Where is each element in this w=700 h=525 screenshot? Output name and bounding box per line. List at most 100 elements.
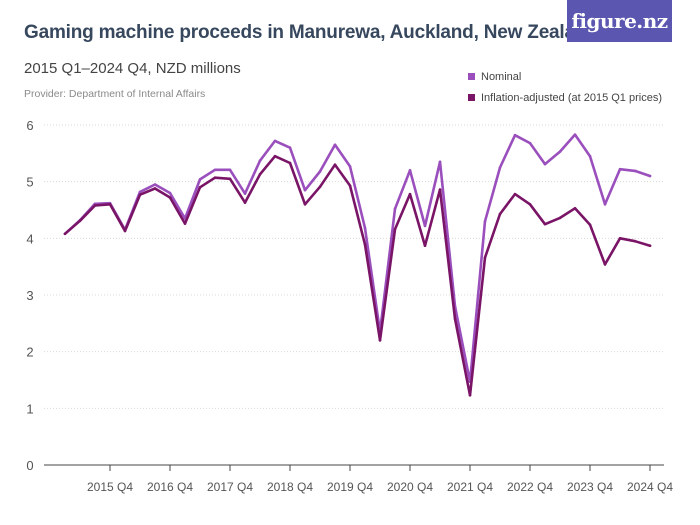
x-tick-label: 2019 Q4	[327, 480, 373, 494]
data-point	[153, 183, 157, 186]
figure-nz-logo[interactable]: figure.nz	[567, 0, 672, 42]
x-tick-label: 2017 Q4	[207, 480, 253, 494]
data-point	[423, 244, 427, 247]
data-point	[408, 169, 412, 172]
data-point	[318, 170, 322, 173]
data-point	[603, 263, 607, 266]
data-point	[78, 219, 82, 223]
data-provider: Provider: Department of Internal Affairs	[24, 88, 206, 100]
data-point	[393, 227, 397, 231]
data-point	[288, 146, 292, 149]
data-point	[363, 226, 367, 230]
data-point	[573, 207, 577, 210]
data-point	[198, 186, 202, 189]
x-tick-label: 2021 Q4	[447, 480, 493, 494]
data-point	[333, 163, 337, 166]
y-tick-label: 5	[26, 175, 33, 190]
data-point	[303, 203, 307, 206]
x-tick-label: 2023 Q4	[567, 480, 613, 494]
data-point	[348, 184, 352, 187]
legend-swatch-nominal	[468, 73, 475, 80]
chart-subtitle: 2015 Q1–2024 Q4, NZD millions	[24, 60, 241, 77]
data-point	[168, 191, 172, 195]
data-point	[588, 223, 592, 227]
legend-label-nominal: Nominal	[481, 70, 522, 83]
data-point	[93, 204, 97, 207]
data-point	[438, 188, 442, 191]
data-point	[303, 188, 307, 192]
data-point	[138, 193, 142, 196]
data-point	[273, 154, 277, 158]
data-point	[213, 176, 217, 179]
data-point	[618, 237, 622, 240]
data-point	[183, 222, 187, 225]
data-point	[63, 232, 67, 236]
data-point	[243, 192, 247, 195]
data-point	[348, 165, 352, 168]
series-line-0	[63, 133, 652, 384]
data-point	[438, 160, 442, 164]
data-point	[258, 159, 262, 162]
data-point	[108, 203, 112, 206]
data-point	[528, 141, 532, 145]
data-point	[648, 174, 652, 178]
data-point	[618, 167, 622, 171]
y-tick-label: 1	[26, 401, 33, 416]
data-point	[273, 139, 277, 143]
data-point	[573, 133, 577, 136]
data-point	[513, 133, 517, 137]
y-tick-label: 3	[26, 288, 33, 303]
data-point	[588, 154, 592, 158]
legend-item-nominal: Nominal	[468, 66, 662, 87]
data-point	[498, 166, 502, 169]
x-tick-label: 2016 Q4	[147, 480, 193, 494]
y-tick-label: 0	[26, 458, 33, 473]
x-tick-label: 2015 Q4	[87, 480, 133, 494]
data-point	[558, 150, 562, 153]
data-point	[213, 168, 217, 172]
y-tick-label: 4	[26, 231, 33, 246]
data-point	[258, 173, 262, 176]
y-tick-label: 6	[26, 118, 33, 133]
data-point	[153, 187, 157, 190]
data-point	[228, 177, 232, 181]
data-point	[543, 162, 547, 166]
data-point	[468, 394, 472, 397]
data-point	[363, 243, 367, 246]
data-point	[198, 178, 202, 181]
x-tick-label: 2022 Q4	[507, 480, 553, 494]
data-point	[498, 212, 502, 216]
legend-item-inflation-adjusted: Inflation-adjusted (at 2015 Q1 prices)	[468, 87, 662, 108]
data-point	[423, 224, 427, 228]
chart-title: Gaming machine proceeds in Manurewa, Auc…	[24, 22, 598, 43]
legend-swatch-inflation-adjusted	[468, 94, 475, 101]
data-point	[543, 222, 547, 226]
data-point	[648, 244, 652, 247]
data-point	[528, 203, 532, 206]
data-point	[288, 161, 292, 165]
data-point	[243, 201, 247, 204]
data-point	[393, 207, 397, 211]
x-tick-label: 2024 Q4	[627, 480, 673, 494]
data-point	[138, 190, 142, 194]
data-point	[483, 256, 487, 259]
data-point	[408, 192, 412, 196]
data-point	[168, 196, 172, 199]
data-point	[483, 220, 487, 223]
x-tick-label: 2020 Q4	[387, 480, 433, 494]
data-point	[123, 229, 127, 233]
data-point	[558, 216, 562, 220]
data-point	[228, 168, 232, 172]
data-point	[603, 203, 607, 206]
data-point	[333, 143, 337, 147]
data-point	[378, 339, 382, 342]
data-point	[633, 239, 637, 243]
y-tick-label: 2	[26, 345, 33, 360]
data-point	[453, 317, 457, 321]
data-point	[633, 169, 637, 173]
chart-legend: Nominal Inflation-adjusted (at 2015 Q1 p…	[468, 66, 662, 108]
data-point	[318, 185, 322, 189]
data-point	[513, 192, 517, 196]
series-line-1	[63, 154, 652, 397]
